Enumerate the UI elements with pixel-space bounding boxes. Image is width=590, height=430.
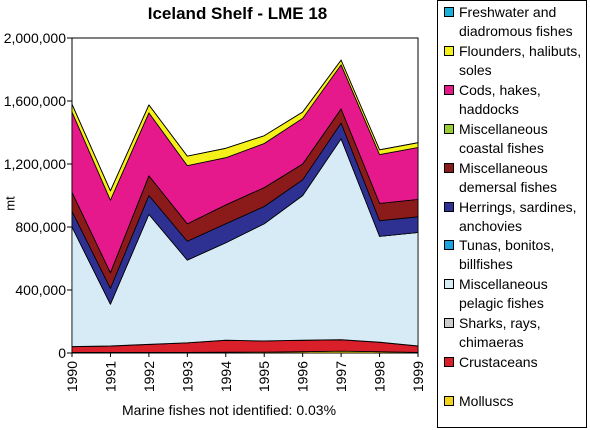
x-tick-label: 1994 [218, 361, 234, 392]
legend-label: Herrings, sardines, anchovies [459, 198, 577, 234]
legend-label: Flounders, halibuts, soles [459, 42, 582, 78]
chart-plot: 0 400,000 800,000 1,200,000 1,600,000 2,000,0… [4, 30, 426, 392]
x-tick-label: 1991 [102, 361, 118, 392]
axes: 0 400,000 800,000 1,200,000 1,600,000 2,000,0… [4, 30, 426, 392]
legend-label: Sharks, rays, chimaeras [459, 315, 541, 351]
legend-swatch [444, 279, 454, 290]
legend-label: Molluscs [459, 393, 514, 410]
legend-label: Tunas, bonitos, billfishes [459, 237, 555, 273]
y-tick-label: 400,000 [15, 282, 66, 298]
legend-label: Freshwater and diadromous fishes [459, 4, 573, 39]
legend-swatch [444, 240, 454, 251]
x-tick-label: 1992 [141, 361, 157, 392]
legend-swatch [444, 396, 454, 407]
legend-swatch [444, 45, 454, 56]
legend-swatch [444, 318, 454, 329]
footnote: Marine fishes not identified: 0.03% [122, 402, 337, 418]
area-series-10 [71, 59, 419, 192]
y-tick-label: 2,000,000 [4, 30, 66, 46]
legend-label: Miscellaneous coastal fishes [459, 120, 548, 156]
legend-label: Crustaceans [459, 354, 538, 371]
legend-swatch [444, 201, 454, 212]
legend-swatch [444, 162, 454, 173]
areas-layer [71, 37, 419, 354]
legend-swatch [444, 357, 454, 368]
x-tick-label: 1999 [410, 361, 426, 392]
y-tick-label: 800,000 [15, 219, 66, 235]
x-tick-label: 1998 [372, 361, 388, 392]
y-tick-label: 1,600,000 [4, 93, 66, 109]
y-axis-label: mt [2, 196, 18, 211]
legend-label: Cods, hakes, haddocks [459, 81, 541, 117]
x-tick-label: 1996 [295, 361, 311, 392]
x-tick-label: 1993 [179, 361, 195, 392]
legend-label: Miscellaneous pelagic fishes [459, 276, 548, 312]
x-tick-label: 1995 [256, 361, 272, 392]
legend-label: Miscellaneous demersal fishes [459, 159, 558, 195]
legend: Freshwater and diadromous fishes Flounder… [437, 0, 587, 428]
chart-title: Iceland Shelf - LME 18 [147, 4, 328, 23]
y-tick-label: 1,200,000 [4, 156, 66, 172]
y-tick-label: 0 [58, 345, 66, 361]
legend-swatch [444, 123, 454, 134]
legend-swatch [444, 7, 454, 17]
x-tick-label: 1990 [64, 361, 80, 392]
legend-swatch [444, 84, 454, 95]
x-tick-label: 1997 [333, 361, 349, 392]
